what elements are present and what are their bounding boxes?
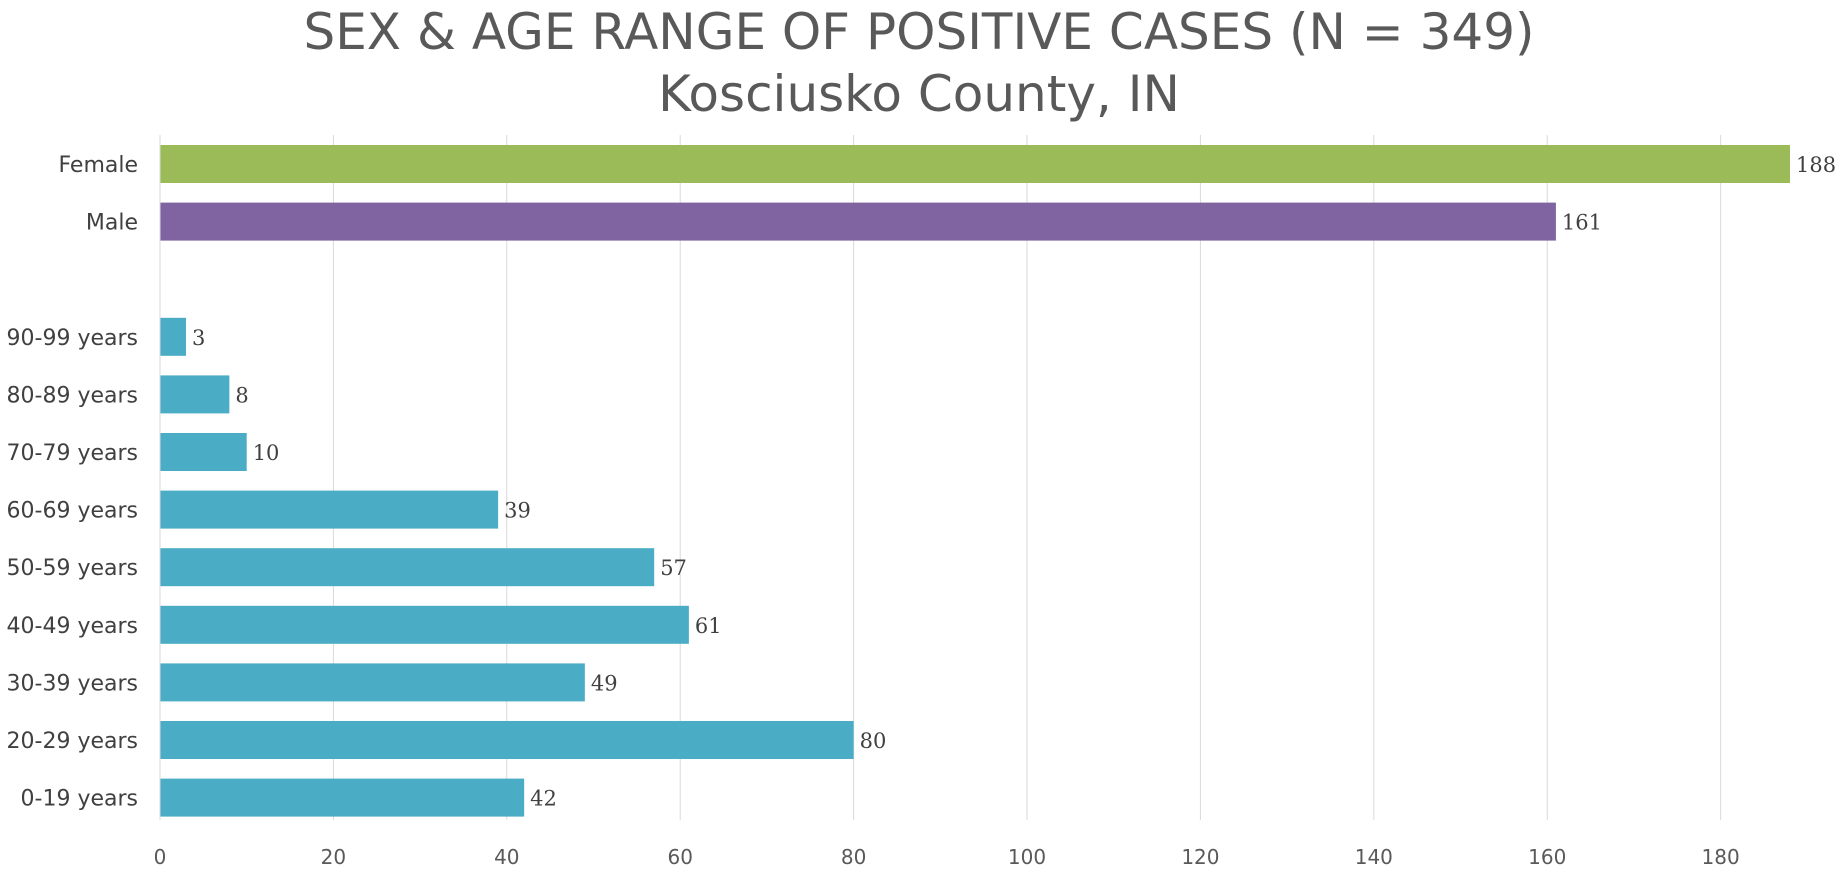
category-label: 80-89 years (7, 383, 138, 408)
category-label: 0-19 years (21, 787, 138, 812)
bar (160, 145, 1790, 183)
bar (160, 202, 1556, 241)
x-tick-label: 80 (841, 845, 866, 869)
category-label: 30-39 years (7, 671, 138, 696)
x-tick-label: 140 (1355, 845, 1393, 869)
bar (160, 778, 525, 817)
x-tick-label: 100 (1008, 845, 1046, 869)
category-label: 40-49 years (7, 614, 138, 639)
chart-title: SEX & AGE RANGE OF POSITIVE CASES (N = 3… (303, 3, 1535, 61)
x-tick-label: 0 (154, 845, 167, 869)
bar (160, 663, 585, 702)
bar (160, 317, 187, 356)
x-tick-label: 40 (494, 845, 519, 869)
bar (160, 490, 499, 529)
x-tick-label: 60 (667, 845, 692, 869)
bar (160, 375, 230, 414)
x-tick-label: 160 (1528, 845, 1566, 869)
data-label: 188 (1796, 153, 1836, 177)
bar (160, 605, 689, 644)
category-label: 60-69 years (7, 499, 138, 524)
category-label: 50-59 years (7, 556, 138, 581)
x-tick-label: 120 (1181, 845, 1219, 869)
category-label: 90-99 years (7, 326, 138, 351)
category-label: 70-79 years (7, 441, 138, 466)
x-tick-label: 180 (1702, 845, 1740, 869)
data-label: 80 (860, 729, 887, 753)
category-label: Male (86, 211, 138, 236)
data-label: 61 (695, 614, 722, 638)
bar (160, 721, 854, 759)
data-label: 8 (235, 383, 248, 407)
data-label: 57 (660, 556, 687, 580)
data-label: 10 (253, 441, 280, 465)
data-label: 49 (591, 671, 618, 695)
bar (160, 548, 655, 587)
bar (160, 433, 247, 471)
data-label: 39 (504, 499, 531, 523)
chart-subtitle: Kosciusko County, IN (658, 65, 1180, 123)
category-label: Female (58, 153, 138, 178)
data-label: 3 (192, 326, 205, 350)
category-label: 20-29 years (7, 729, 138, 754)
data-label: 161 (1562, 211, 1602, 235)
data-label: 42 (530, 787, 557, 811)
x-tick-label: 20 (321, 845, 346, 869)
